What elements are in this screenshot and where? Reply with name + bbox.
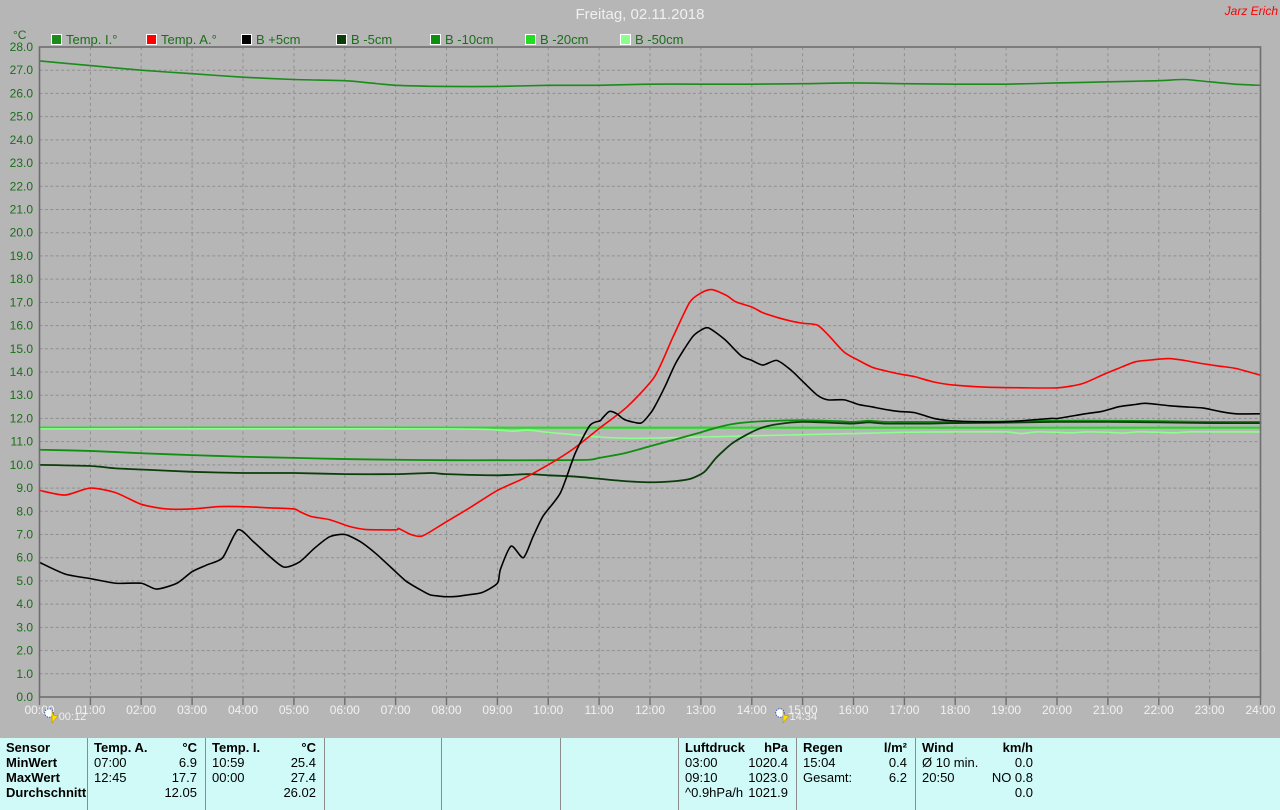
svg-text:09:00: 09:00 [482, 703, 512, 717]
svg-text:27.0: 27.0 [10, 63, 34, 77]
svg-text:23:00: 23:00 [1195, 703, 1225, 717]
svg-text:25.0: 25.0 [10, 110, 34, 124]
svg-text:12.0: 12.0 [10, 411, 34, 425]
svg-text:11.0: 11.0 [11, 435, 34, 449]
svg-text:19:00: 19:00 [991, 703, 1021, 717]
svg-text:21.0: 21.0 [10, 203, 34, 217]
svg-text:02:00: 02:00 [126, 703, 156, 717]
svg-text:22.0: 22.0 [10, 179, 34, 193]
svg-text:24.0: 24.0 [10, 133, 34, 147]
svg-text:03:00: 03:00 [177, 703, 207, 717]
svg-text:12:00: 12:00 [635, 703, 665, 717]
svg-text:9.0: 9.0 [16, 481, 33, 495]
svg-text:13.0: 13.0 [10, 388, 34, 402]
svg-text:06:00: 06:00 [330, 703, 360, 717]
svg-text:19.0: 19.0 [10, 249, 34, 263]
svg-text:13:00: 13:00 [686, 703, 716, 717]
svg-text:04:00: 04:00 [228, 703, 258, 717]
svg-text:20:00: 20:00 [1042, 703, 1072, 717]
svg-text:20.0: 20.0 [10, 226, 34, 240]
svg-text:2.0: 2.0 [16, 644, 33, 658]
svg-text:14:00: 14:00 [737, 703, 767, 717]
svg-text:24:00: 24:00 [1245, 703, 1275, 717]
svg-text:0.0: 0.0 [16, 690, 33, 704]
svg-text:16:00: 16:00 [838, 703, 868, 717]
svg-text:6.0: 6.0 [16, 551, 33, 565]
svg-text:21:00: 21:00 [1093, 703, 1123, 717]
svg-text:10:00: 10:00 [533, 703, 563, 717]
svg-text:18:00: 18:00 [940, 703, 970, 717]
svg-text:17.0: 17.0 [10, 295, 34, 309]
svg-text:15.0: 15.0 [10, 342, 34, 356]
svg-text:26.0: 26.0 [10, 86, 34, 100]
svg-text:07:00: 07:00 [381, 703, 411, 717]
svg-text:08:00: 08:00 [431, 703, 461, 717]
svg-text:18.0: 18.0 [10, 272, 34, 286]
svg-text:5.0: 5.0 [16, 574, 33, 588]
svg-text:17:00: 17:00 [889, 703, 919, 717]
svg-text:05:00: 05:00 [279, 703, 309, 717]
svg-text:16.0: 16.0 [10, 319, 34, 333]
svg-text:1.0: 1.0 [16, 667, 33, 681]
svg-text:22:00: 22:00 [1144, 703, 1174, 717]
svg-text:7.0: 7.0 [16, 528, 33, 542]
svg-text:4.0: 4.0 [16, 597, 33, 611]
svg-text:28.0: 28.0 [10, 40, 34, 54]
svg-text:14.0: 14.0 [10, 365, 34, 379]
svg-text:10.0: 10.0 [10, 458, 34, 472]
svg-text:8.0: 8.0 [16, 504, 33, 518]
svg-text:23.0: 23.0 [10, 156, 34, 170]
svg-text:3.0: 3.0 [16, 620, 33, 634]
svg-text:11:00: 11:00 [585, 703, 614, 717]
